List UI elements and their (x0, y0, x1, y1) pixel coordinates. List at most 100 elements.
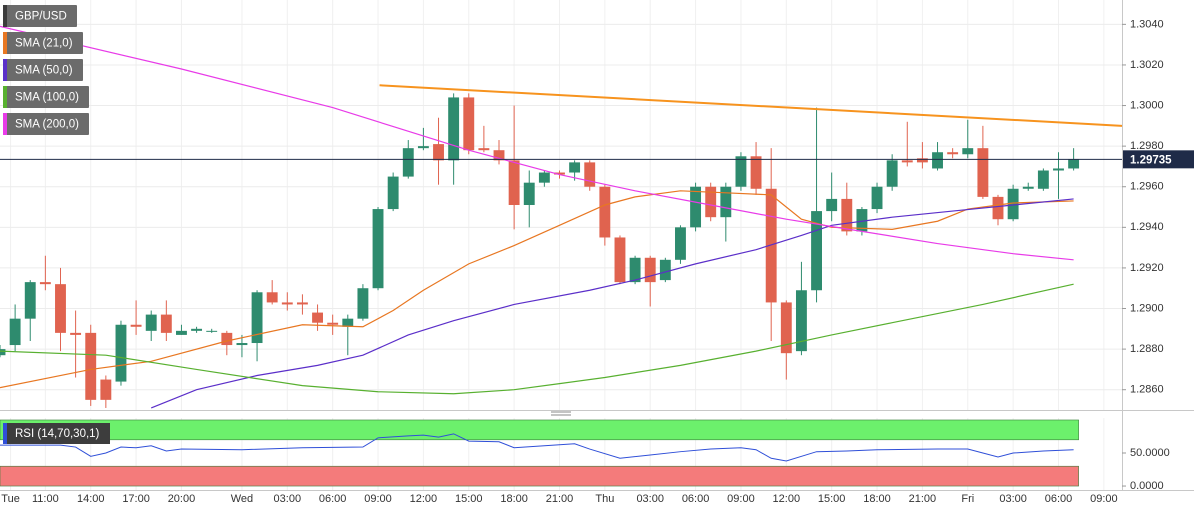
candle-body (327, 322, 339, 325)
sma-line (0, 190, 1074, 389)
legend-item: SMA (200,0) (3, 113, 89, 135)
legend-item: SMA (21,0) (3, 32, 83, 54)
rsi-plot (0, 419, 1079, 487)
axes: Tue 11:00 14:00 17:00 20:00 Wed 03:00 06:00 09:0… (1, 18, 1194, 505)
candle-body (266, 292, 278, 303)
candle-body (599, 186, 611, 238)
legend-label: SMA (200,0) (15, 119, 79, 131)
legend-label: GBP/USD (15, 11, 67, 23)
candle-body (191, 328, 203, 331)
candle-body (538, 172, 550, 183)
candle-body (992, 196, 1004, 220)
x-tick-label: 06:00 (1045, 493, 1073, 505)
candle-body (312, 312, 323, 323)
candle-body (675, 227, 686, 260)
candle-body (916, 158, 928, 163)
x-tick-label: 03:00 (999, 493, 1027, 505)
candle-body (493, 150, 505, 161)
x-tick-label: 21:00 (546, 493, 574, 505)
x-tick-label: 20:00 (168, 493, 196, 505)
candle-body (236, 343, 248, 346)
y-tick-label: 1.2980 (1130, 140, 1164, 152)
rsi-band (0, 465, 1079, 487)
candle-body (357, 288, 369, 319)
x-tick-label: 03:00 (274, 493, 302, 505)
trend-line (379, 84, 1122, 127)
candle-body (690, 186, 702, 228)
candle-body (1022, 186, 1034, 189)
candle-body (433, 144, 444, 161)
candle-body (871, 186, 883, 210)
legend-swatch (3, 86, 7, 108)
candle-body (932, 152, 943, 169)
legend-box (3, 59, 83, 81)
candle-body (962, 148, 974, 155)
candle-body (886, 160, 898, 187)
candle-body (720, 186, 732, 218)
candle-body (750, 156, 762, 189)
legend-swatch (3, 113, 7, 135)
candle-body (463, 97, 475, 151)
candle-body (977, 148, 989, 197)
candle-body (251, 292, 263, 344)
x-tick-label: Wed (231, 493, 253, 505)
candle-body (342, 318, 354, 327)
candle-body (9, 318, 21, 346)
candle-body (508, 160, 520, 205)
price-plot (0, 25, 1122, 409)
candle-body (584, 162, 596, 187)
candle-body (826, 198, 838, 212)
x-tick-label: 12:00 (410, 493, 438, 505)
x-tick-label: 06:00 (682, 493, 710, 505)
last-price-label: 1.29735 (1130, 154, 1172, 166)
candle-body (115, 324, 127, 382)
candle-body (55, 284, 66, 333)
legend-item: RSI (14,70,30,1) (3, 423, 110, 444)
candle-body (780, 302, 792, 354)
y-tick-label: 1.2880 (1130, 343, 1164, 355)
candle-body (523, 182, 535, 205)
sma-line (0, 25, 1074, 261)
candle-body (417, 146, 429, 149)
x-tick-label: 18:00 (500, 493, 528, 505)
x-tick-label: 03:00 (636, 493, 664, 505)
legend-swatch (3, 423, 7, 444)
candle-body (39, 282, 51, 285)
y-tick-label: 0.0000 (1130, 480, 1164, 492)
y-tick-label: 1.2900 (1130, 302, 1164, 314)
x-tick-label: Fri (961, 493, 974, 505)
x-tick-label: Thu (595, 493, 614, 505)
candle-body (765, 188, 777, 303)
candle-body (629, 257, 641, 283)
candle-body (145, 314, 157, 331)
y-tick-label: 1.3020 (1130, 59, 1164, 71)
x-tick-label: 12:00 (773, 493, 801, 505)
legend-label: SMA (21,0) (15, 38, 73, 50)
candle-body (644, 257, 656, 283)
legend-item: GBP/USD (3, 5, 77, 27)
candle-body (901, 160, 913, 163)
y-tick-label: 1.3000 (1130, 99, 1164, 111)
candle-body (554, 172, 565, 175)
candle-body (947, 152, 959, 155)
legend-label: SMA (50,0) (15, 65, 73, 77)
x-tick-label: 15:00 (818, 493, 846, 505)
x-tick-label: Tue (1, 493, 20, 505)
candle-body (614, 237, 626, 283)
x-tick-label: 09:00 (1090, 493, 1118, 505)
x-tick-label: 15:00 (455, 493, 483, 505)
x-tick-label: 14:00 (77, 493, 105, 505)
candle-body (1037, 170, 1049, 189)
rsi-line (0, 433, 1074, 462)
y-tick-label: 1.3040 (1130, 18, 1164, 30)
candle-body (387, 176, 399, 210)
rsi-band (0, 419, 1079, 441)
candle-body (176, 330, 187, 335)
candle-body (795, 290, 807, 352)
resize-handle[interactable] (551, 411, 571, 416)
x-tick-label: 09:00 (727, 493, 755, 505)
candle-body (841, 198, 853, 232)
x-tick-label: 21:00 (909, 493, 937, 505)
last-price-box (1123, 150, 1194, 169)
